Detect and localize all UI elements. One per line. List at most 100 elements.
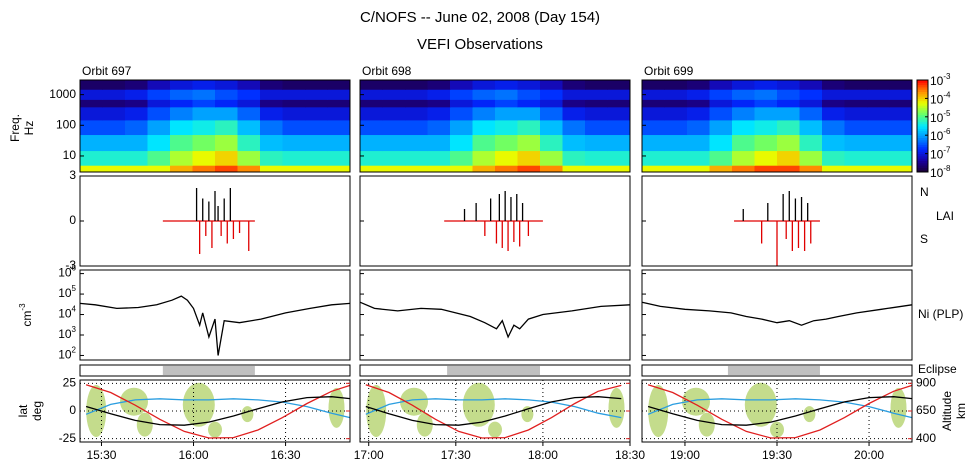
spectrogram-cell — [517, 99, 541, 108]
y2-axis-label: km — [954, 403, 968, 419]
spectrogram-cell — [450, 134, 473, 152]
land-mass — [136, 412, 153, 437]
spectrogram-cell — [147, 89, 171, 100]
spectrogram-cell — [147, 119, 171, 136]
spectrogram-cell — [799, 119, 823, 136]
spectrogram-cell — [192, 99, 216, 108]
spectrogram-cell — [450, 99, 473, 108]
spectrogram-cell — [327, 119, 351, 136]
land-mass — [416, 412, 433, 437]
colorbar-slice — [917, 155, 928, 159]
colorbar-slice — [917, 103, 928, 106]
y2-tick-label: 650 — [916, 403, 936, 417]
spectrogram-cell — [664, 80, 688, 90]
spectrogram-cell — [237, 99, 261, 108]
spectrogram-cell — [732, 80, 755, 90]
lai-north-label: N — [920, 185, 929, 199]
spectrogram-cell — [80, 106, 103, 121]
spectrogram-cell — [102, 106, 126, 121]
y2-axis-label: Altitude — [940, 391, 954, 431]
spectrogram-cell — [799, 80, 823, 90]
spectrogram-cell — [237, 165, 261, 173]
colorbar-slice — [917, 123, 928, 127]
spectrogram-cell — [642, 80, 665, 90]
ni-label: Ni (PLP) — [918, 307, 963, 321]
colorbar-tick-label-exponent: -8 — [943, 164, 951, 173]
spectrogram-cell — [540, 119, 563, 136]
spectrogram-cell — [495, 80, 518, 90]
spectrogram-cell — [215, 150, 238, 166]
spectrogram-cell — [664, 165, 688, 173]
spectrogram-cell — [80, 99, 103, 108]
orbit-label: Orbit 697 — [82, 64, 132, 78]
y-axis-label: Hz — [22, 121, 36, 136]
y-axis-label: deg — [30, 401, 44, 421]
colorbar-frame — [916, 79, 929, 173]
spectrogram-cell — [192, 150, 216, 166]
spectrogram-cell — [540, 150, 563, 166]
colorbar-slice — [917, 142, 928, 145]
orbit-label: Orbit 699 — [644, 64, 694, 78]
spectrogram-cell — [80, 80, 103, 90]
spectrogram-cell — [260, 106, 283, 121]
eclipse-bar — [447, 366, 540, 375]
spectrogram-cell — [382, 99, 406, 108]
spectrogram-cell — [102, 89, 126, 100]
spectrogram-cell — [382, 150, 406, 166]
spectrogram-cell — [709, 80, 733, 90]
spectrogram-cell — [260, 80, 283, 90]
spectrogram-cell — [867, 165, 890, 173]
spectrogram-cell — [147, 134, 171, 152]
spectrogram-cell — [472, 89, 496, 100]
spectrogram-cell — [170, 80, 193, 90]
spectrogram-cell — [889, 165, 913, 173]
spectrogram-cell — [642, 165, 665, 173]
y-tick-label-exponent: 5 — [72, 284, 77, 293]
spectrogram-cell — [125, 80, 148, 90]
spectrogram-cell — [427, 134, 451, 152]
mlat-line — [365, 398, 622, 419]
colorbar-slice — [917, 86, 928, 90]
spectrogram-cell — [427, 99, 451, 108]
spectrogram-cell — [687, 150, 710, 166]
spectrogram-cell — [215, 119, 238, 136]
spectrogram-cell — [282, 165, 306, 173]
spectrogram-cell — [102, 119, 126, 136]
spectrogram-cell — [562, 119, 586, 136]
spectrogram-cell — [540, 89, 563, 100]
land-mass — [208, 421, 222, 438]
spectrogram-cell — [799, 106, 823, 121]
spectrogram-cell — [889, 134, 913, 152]
land-mass — [698, 412, 715, 437]
y2-tick-label: 900 — [916, 375, 936, 389]
y-tick-label: -3 — [65, 258, 76, 272]
spectrogram-cell — [102, 165, 126, 173]
spectrogram-cell — [607, 89, 631, 100]
spectrogram-cell — [777, 165, 800, 173]
y-tick-label-exponent: 2 — [72, 346, 77, 355]
colorbar-slice — [917, 100, 928, 104]
spectrogram-cell — [562, 80, 586, 90]
spectrogram-cell — [495, 89, 518, 100]
spectrogram-cell — [405, 150, 428, 166]
spectrogram-cell — [495, 165, 518, 173]
spectrogram-cell — [382, 165, 406, 173]
spectrogram-cell — [260, 150, 283, 166]
spectrogram-cell — [732, 89, 755, 100]
spectrogram-cell — [777, 106, 800, 121]
spectrogram-cell — [125, 150, 148, 166]
spectrogram-cell — [495, 119, 518, 136]
spectrogram-cell — [889, 89, 913, 100]
spectrogram-cell — [260, 119, 283, 136]
spectrogram-cell — [170, 119, 193, 136]
colorbar-slice — [917, 151, 928, 155]
spectrogram-cell — [540, 80, 563, 90]
spectrogram-cell — [822, 150, 845, 166]
lat-line — [365, 396, 622, 426]
colorbar-slice — [917, 109, 928, 113]
spectrogram-cell — [192, 119, 216, 136]
spectrogram-cell — [215, 134, 238, 152]
spectrogram-cell — [382, 106, 406, 121]
spectrogram-cell — [687, 106, 710, 121]
lat-line — [85, 396, 351, 426]
